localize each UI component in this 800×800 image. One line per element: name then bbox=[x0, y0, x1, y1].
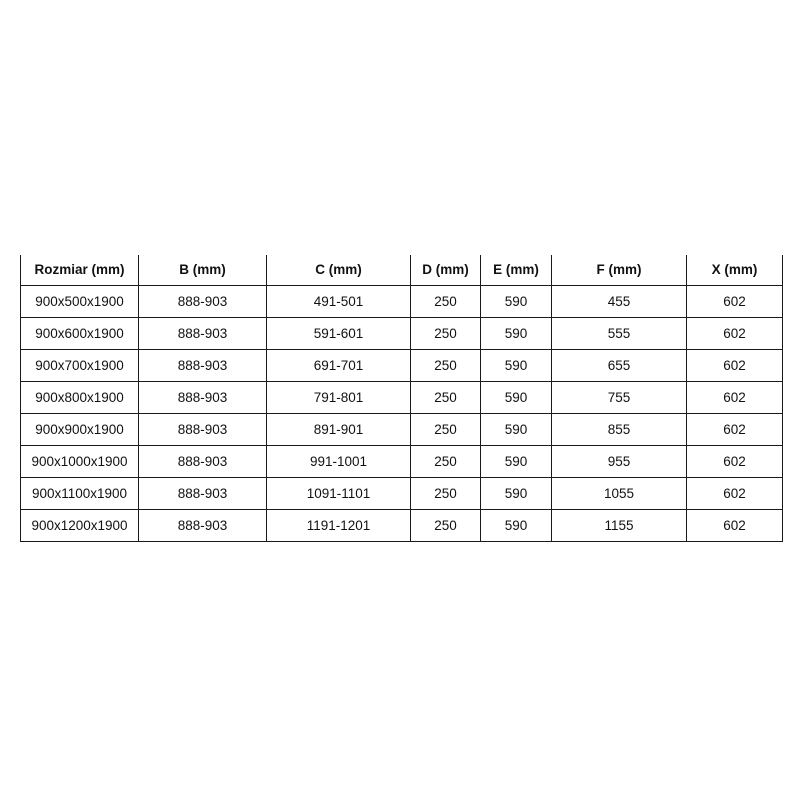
cell-d: 250 bbox=[410, 317, 481, 350]
cell-d: 250 bbox=[410, 413, 481, 446]
cell-rozmiar: 900x900x1900 bbox=[20, 413, 139, 446]
cell-rozmiar: 900x1100x1900 bbox=[20, 477, 139, 510]
cell-d: 250 bbox=[410, 285, 481, 318]
cell-f: 955 bbox=[551, 445, 687, 478]
cell-d: 250 bbox=[410, 349, 481, 382]
cell-x: 602 bbox=[686, 381, 783, 414]
table-row: 900x800x1900 888-903 791-801 250 590 755… bbox=[20, 381, 783, 414]
cell-f: 1055 bbox=[551, 477, 687, 510]
column-header-b: B (mm) bbox=[138, 255, 267, 286]
table-header-row: Rozmiar (mm) B (mm) C (mm) D (mm) E (mm)… bbox=[20, 255, 783, 286]
cell-rozmiar: 900x600x1900 bbox=[20, 317, 139, 350]
cell-rozmiar: 900x500x1900 bbox=[20, 285, 139, 318]
cell-c: 491-501 bbox=[266, 285, 411, 318]
column-header-rozmiar: Rozmiar (mm) bbox=[20, 255, 139, 286]
cell-e: 590 bbox=[480, 285, 552, 318]
cell-d: 250 bbox=[410, 381, 481, 414]
cell-b: 888-903 bbox=[138, 317, 267, 350]
table-row: 900x1200x1900 888-903 1191-1201 250 590 … bbox=[20, 509, 783, 542]
cell-f: 855 bbox=[551, 413, 687, 446]
cell-c: 691-701 bbox=[266, 349, 411, 382]
cell-x: 602 bbox=[686, 413, 783, 446]
table-row: 900x600x1900 888-903 591-601 250 590 555… bbox=[20, 317, 783, 350]
specification-table: Rozmiar (mm) B (mm) C (mm) D (mm) E (mm)… bbox=[20, 255, 783, 542]
cell-b: 888-903 bbox=[138, 413, 267, 446]
cell-b: 888-903 bbox=[138, 509, 267, 542]
cell-b: 888-903 bbox=[138, 381, 267, 414]
column-header-f: F (mm) bbox=[551, 255, 687, 286]
cell-b: 888-903 bbox=[138, 349, 267, 382]
cell-d: 250 bbox=[410, 445, 481, 478]
cell-c: 1091-1101 bbox=[266, 477, 411, 510]
cell-x: 602 bbox=[686, 317, 783, 350]
cell-b: 888-903 bbox=[138, 445, 267, 478]
table-row: 900x900x1900 888-903 891-901 250 590 855… bbox=[20, 413, 783, 446]
cell-e: 590 bbox=[480, 445, 552, 478]
cell-f: 655 bbox=[551, 349, 687, 382]
table-header: Rozmiar (mm) B (mm) C (mm) D (mm) E (mm)… bbox=[20, 255, 783, 286]
cell-f: 755 bbox=[551, 381, 687, 414]
cell-e: 590 bbox=[480, 509, 552, 542]
cell-c: 591-601 bbox=[266, 317, 411, 350]
cell-e: 590 bbox=[480, 413, 552, 446]
cell-d: 250 bbox=[410, 509, 481, 542]
cell-f: 1155 bbox=[551, 509, 687, 542]
cell-e: 590 bbox=[480, 477, 552, 510]
cell-f: 455 bbox=[551, 285, 687, 318]
table-row: 900x1000x1900 888-903 991-1001 250 590 9… bbox=[20, 445, 783, 478]
cell-c: 991-1001 bbox=[266, 445, 411, 478]
cell-rozmiar: 900x700x1900 bbox=[20, 349, 139, 382]
cell-rozmiar: 900x800x1900 bbox=[20, 381, 139, 414]
cell-b: 888-903 bbox=[138, 285, 267, 318]
column-header-x: X (mm) bbox=[686, 255, 783, 286]
table-body: 900x500x1900 888-903 491-501 250 590 455… bbox=[20, 285, 783, 542]
cell-x: 602 bbox=[686, 445, 783, 478]
cell-x: 602 bbox=[686, 477, 783, 510]
table-row: 900x500x1900 888-903 491-501 250 590 455… bbox=[20, 285, 783, 318]
cell-e: 590 bbox=[480, 381, 552, 414]
table-row: 900x1100x1900 888-903 1091-1101 250 590 … bbox=[20, 477, 783, 510]
table-row: 900x700x1900 888-903 691-701 250 590 655… bbox=[20, 349, 783, 382]
cell-f: 555 bbox=[551, 317, 687, 350]
cell-rozmiar: 900x1200x1900 bbox=[20, 509, 139, 542]
cell-rozmiar: 900x1000x1900 bbox=[20, 445, 139, 478]
cell-c: 1191-1201 bbox=[266, 509, 411, 542]
cell-c: 791-801 bbox=[266, 381, 411, 414]
cell-x: 602 bbox=[686, 509, 783, 542]
cell-e: 590 bbox=[480, 317, 552, 350]
cell-x: 602 bbox=[686, 349, 783, 382]
cell-e: 590 bbox=[480, 349, 552, 382]
cell-c: 891-901 bbox=[266, 413, 411, 446]
column-header-e: E (mm) bbox=[480, 255, 552, 286]
cell-d: 250 bbox=[410, 477, 481, 510]
cell-b: 888-903 bbox=[138, 477, 267, 510]
specification-table-container: Rozmiar (mm) B (mm) C (mm) D (mm) E (mm)… bbox=[20, 255, 783, 542]
column-header-d: D (mm) bbox=[410, 255, 481, 286]
column-header-c: C (mm) bbox=[266, 255, 411, 286]
cell-x: 602 bbox=[686, 285, 783, 318]
